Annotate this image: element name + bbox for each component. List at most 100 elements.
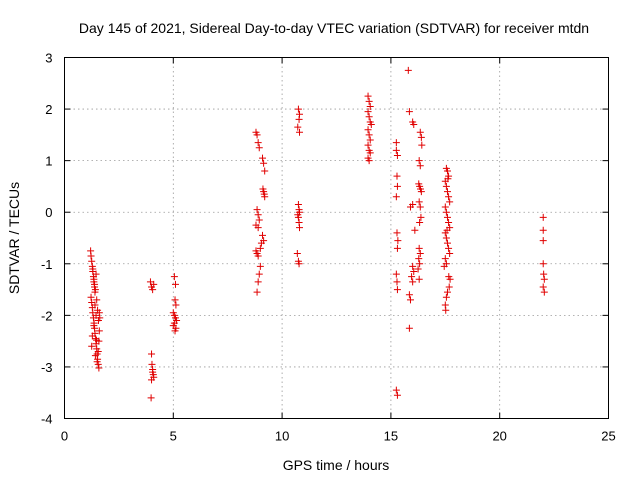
data-point [87, 252, 95, 260]
data-point [365, 131, 373, 139]
y-tick-label: -3 [41, 360, 53, 375]
data-points [87, 66, 548, 402]
data-point [253, 131, 261, 139]
data-point [88, 342, 96, 350]
data-point [295, 115, 303, 123]
chart-title: Day 145 of 2021, Sidereal Day-to-day VTE… [79, 20, 589, 36]
data-point [539, 237, 547, 245]
data-point [539, 283, 547, 291]
data-point [393, 151, 401, 159]
data-point [296, 128, 304, 136]
data-point [443, 226, 451, 234]
data-point [393, 286, 401, 294]
data-point [441, 203, 449, 211]
data-point [416, 128, 424, 136]
data-point [259, 231, 267, 239]
x-tick-label: 10 [275, 429, 289, 444]
y-tick-label: -4 [41, 412, 53, 427]
data-point [260, 159, 268, 167]
data-point [416, 162, 424, 170]
data-point [171, 296, 179, 304]
data-point [91, 301, 99, 309]
data-point [252, 221, 260, 229]
data-point [172, 324, 180, 332]
data-point [92, 336, 100, 344]
data-point [295, 260, 303, 268]
data-point [93, 358, 101, 366]
data-point [93, 296, 101, 304]
data-point [255, 270, 263, 278]
data-point [259, 154, 267, 162]
data-point [296, 224, 304, 232]
data-point [409, 200, 417, 208]
data-point [90, 275, 98, 283]
data-point [261, 193, 269, 201]
data-point [540, 275, 548, 283]
data-point [440, 262, 448, 270]
data-point [254, 252, 262, 260]
data-point [96, 314, 104, 322]
data-point [411, 226, 419, 234]
data-point [410, 121, 418, 129]
x-tick-label: 5 [170, 429, 177, 444]
data-point [539, 213, 547, 221]
data-point [367, 121, 375, 129]
data-point [445, 193, 453, 201]
data-point [405, 291, 413, 299]
y-tick-label: -2 [41, 308, 53, 323]
data-point [256, 262, 264, 270]
data-point [405, 108, 413, 116]
data-point [148, 350, 156, 358]
data-point [442, 306, 450, 314]
data-point [393, 229, 401, 237]
data-point [442, 208, 450, 216]
data-point [254, 139, 262, 147]
x-tick-label: 15 [384, 429, 398, 444]
data-point [394, 237, 402, 245]
data-point [410, 268, 418, 276]
y-tick-label: 1 [45, 154, 52, 169]
data-point [393, 244, 401, 252]
data-point [366, 136, 374, 144]
data-point [445, 283, 453, 291]
data-point [404, 66, 412, 74]
data-point [87, 293, 95, 301]
data-point [172, 301, 180, 309]
data-point [540, 270, 548, 278]
data-point [150, 280, 158, 288]
data-point [365, 157, 373, 165]
data-point [90, 322, 98, 330]
y-axis-label: SDTVAR / TECUs [6, 182, 22, 294]
data-point [539, 226, 547, 234]
y-tick-label: 2 [45, 102, 52, 117]
data-point [539, 260, 547, 268]
data-point [445, 219, 453, 227]
x-tick-label: 20 [492, 429, 506, 444]
data-point [147, 394, 155, 402]
data-point [88, 257, 96, 265]
data-point [406, 296, 414, 304]
data-point [254, 278, 262, 286]
data-point [405, 324, 413, 332]
data-point [540, 288, 548, 296]
data-point [255, 144, 263, 152]
grid-lines [64, 57, 609, 419]
data-point [364, 126, 372, 134]
data-point [170, 319, 178, 327]
data-point [415, 255, 423, 263]
data-point [148, 360, 156, 368]
data-point [366, 149, 374, 157]
data-point [149, 286, 157, 294]
data-point [443, 239, 451, 247]
data-point [445, 244, 453, 252]
data-point [417, 213, 425, 221]
y-tick-label: 3 [45, 51, 52, 66]
data-point [365, 113, 373, 121]
data-point [261, 167, 269, 175]
data-point [149, 368, 157, 376]
data-point [95, 327, 103, 335]
data-point [294, 123, 302, 131]
data-point [409, 278, 417, 286]
data-point [257, 239, 265, 247]
data-point [418, 141, 426, 149]
